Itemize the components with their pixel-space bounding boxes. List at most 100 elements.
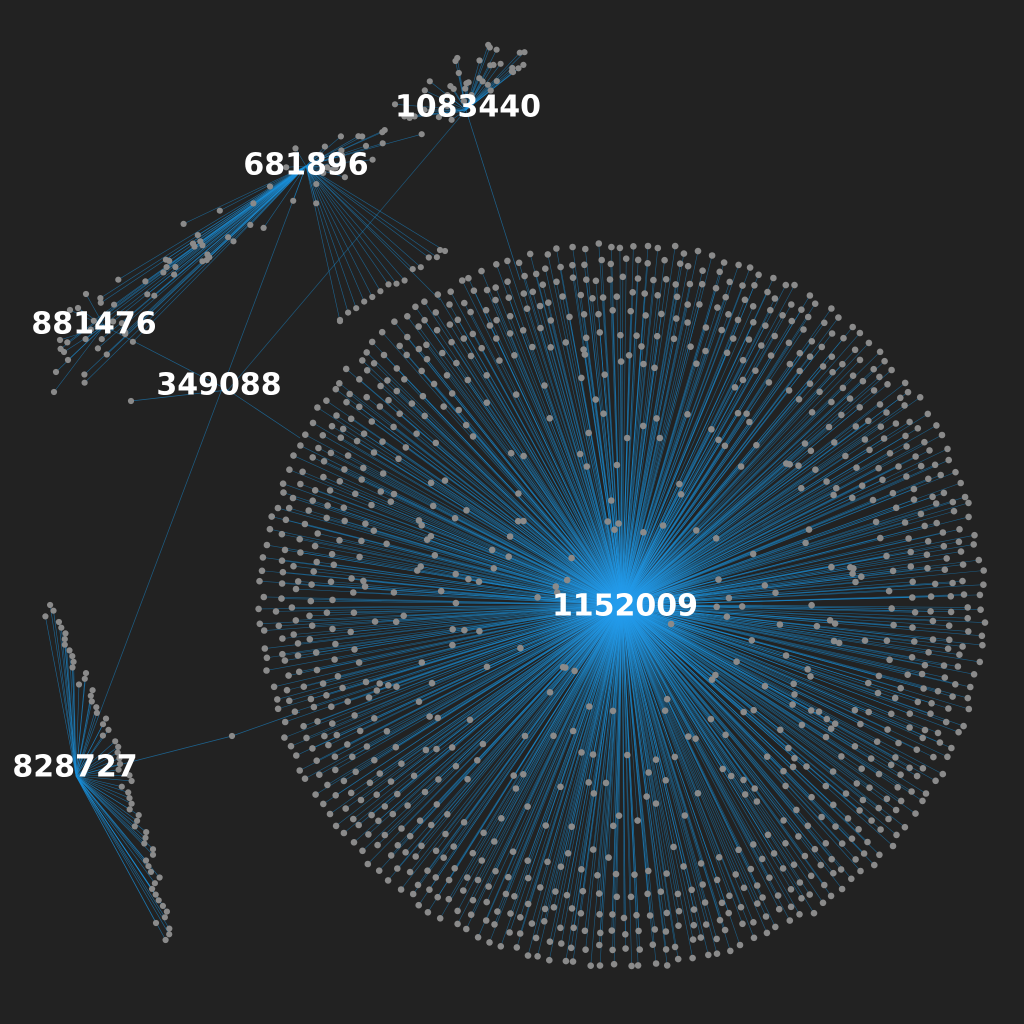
graph-node[interactable] xyxy=(955,538,963,546)
graph-node[interactable] xyxy=(933,422,940,429)
graph-node[interactable] xyxy=(828,398,835,406)
graph-node[interactable] xyxy=(387,778,395,785)
graph-node[interactable] xyxy=(363,743,371,750)
graph-node[interactable] xyxy=(166,925,173,932)
graph-node[interactable] xyxy=(929,617,937,625)
graph-node[interactable] xyxy=(889,842,897,850)
graph-node[interactable] xyxy=(275,622,283,630)
graph-node[interactable] xyxy=(762,913,770,920)
graph-node[interactable] xyxy=(415,698,423,705)
graph-node[interactable] xyxy=(365,694,373,701)
graph-node[interactable] xyxy=(673,293,681,301)
graph-node[interactable] xyxy=(740,884,748,892)
graph-node[interactable] xyxy=(595,310,602,318)
graph-node[interactable] xyxy=(358,537,365,545)
graph-node[interactable] xyxy=(795,396,803,403)
graph-node[interactable] xyxy=(454,316,462,324)
graph-node[interactable] xyxy=(415,517,423,524)
graph-node[interactable] xyxy=(316,771,323,778)
graph-node[interactable] xyxy=(395,455,402,463)
graph-node[interactable] xyxy=(89,687,96,694)
graph-node[interactable] xyxy=(739,356,747,364)
graph-node[interactable] xyxy=(685,733,692,740)
graph-node[interactable] xyxy=(336,316,344,324)
graph-node[interactable] xyxy=(610,960,618,968)
graph-node[interactable] xyxy=(702,324,710,331)
graph-node[interactable] xyxy=(313,181,320,188)
graph-node[interactable] xyxy=(387,498,395,506)
graph-node[interactable] xyxy=(876,373,883,381)
graph-node[interactable] xyxy=(126,772,133,779)
graph-node[interactable] xyxy=(613,293,621,301)
graph-node[interactable] xyxy=(70,658,77,665)
graph-node[interactable] xyxy=(509,848,517,855)
graph-node[interactable] xyxy=(491,921,498,928)
graph-node[interactable] xyxy=(443,372,451,379)
graph-node[interactable] xyxy=(427,108,434,115)
graph-node[interactable] xyxy=(901,402,908,409)
graph-node[interactable] xyxy=(701,899,709,906)
graph-node[interactable] xyxy=(936,739,944,746)
graph-node[interactable] xyxy=(496,357,503,364)
graph-node[interactable] xyxy=(368,338,376,346)
graph-node[interactable] xyxy=(914,425,922,432)
graph-node[interactable] xyxy=(868,817,875,824)
graph-node[interactable] xyxy=(670,843,677,851)
graph-node[interactable] xyxy=(965,499,972,507)
graph-node[interactable] xyxy=(598,256,605,264)
graph-node[interactable] xyxy=(581,351,589,358)
graph-node[interactable] xyxy=(790,861,798,868)
graph-node[interactable] xyxy=(152,919,160,927)
graph-node[interactable] xyxy=(421,316,428,324)
graph-node[interactable] xyxy=(904,388,912,396)
graph-node[interactable] xyxy=(798,895,805,902)
graph-node[interactable] xyxy=(401,277,408,284)
graph-node[interactable] xyxy=(718,899,726,907)
graph-node[interactable] xyxy=(431,552,439,559)
graph-node[interactable] xyxy=(447,288,455,296)
graph-node[interactable] xyxy=(279,635,286,642)
graph-node[interactable] xyxy=(418,522,426,529)
graph-node[interactable] xyxy=(785,387,793,394)
graph-node[interactable] xyxy=(505,294,513,302)
graph-node[interactable] xyxy=(658,310,665,318)
graph-node[interactable] xyxy=(429,502,437,510)
graph-node[interactable] xyxy=(853,464,860,472)
graph-node[interactable] xyxy=(432,439,440,447)
graph-node[interactable] xyxy=(895,463,902,470)
graph-node[interactable] xyxy=(152,891,159,898)
graph-node[interactable] xyxy=(390,423,397,431)
graph-node[interactable] xyxy=(734,409,742,417)
graph-node[interactable] xyxy=(64,356,72,364)
hub-label-828727[interactable]: 828727 xyxy=(12,750,137,785)
graph-node[interactable] xyxy=(875,770,883,778)
graph-node[interactable] xyxy=(909,624,916,631)
graph-node[interactable] xyxy=(505,873,512,881)
graph-node[interactable] xyxy=(376,770,384,777)
graph-node[interactable] xyxy=(82,670,90,677)
graph-node[interactable] xyxy=(490,61,497,68)
graph-node[interactable] xyxy=(578,866,585,873)
graph-node[interactable] xyxy=(761,582,769,589)
graph-node[interactable] xyxy=(736,941,744,949)
graph-node[interactable] xyxy=(912,810,919,817)
graph-node[interactable] xyxy=(617,358,625,365)
graph-node[interactable] xyxy=(662,276,670,283)
graph-node[interactable] xyxy=(604,518,612,525)
graph-node[interactable] xyxy=(515,490,522,497)
graph-node[interactable] xyxy=(924,410,932,418)
graph-node[interactable] xyxy=(463,507,470,514)
graph-node[interactable] xyxy=(359,357,366,364)
graph-node[interactable] xyxy=(851,743,859,750)
graph-node[interactable] xyxy=(342,365,350,373)
graph-node[interactable] xyxy=(861,637,869,644)
graph-node[interactable] xyxy=(385,396,392,404)
graph-node[interactable] xyxy=(353,305,360,312)
graph-node[interactable] xyxy=(256,577,263,585)
graph-node[interactable] xyxy=(376,680,384,687)
graph-node[interactable] xyxy=(422,746,430,754)
graph-node[interactable] xyxy=(956,651,963,658)
graph-node[interactable] xyxy=(796,879,804,886)
graph-node[interactable] xyxy=(180,220,187,227)
graph-node[interactable] xyxy=(524,900,532,908)
